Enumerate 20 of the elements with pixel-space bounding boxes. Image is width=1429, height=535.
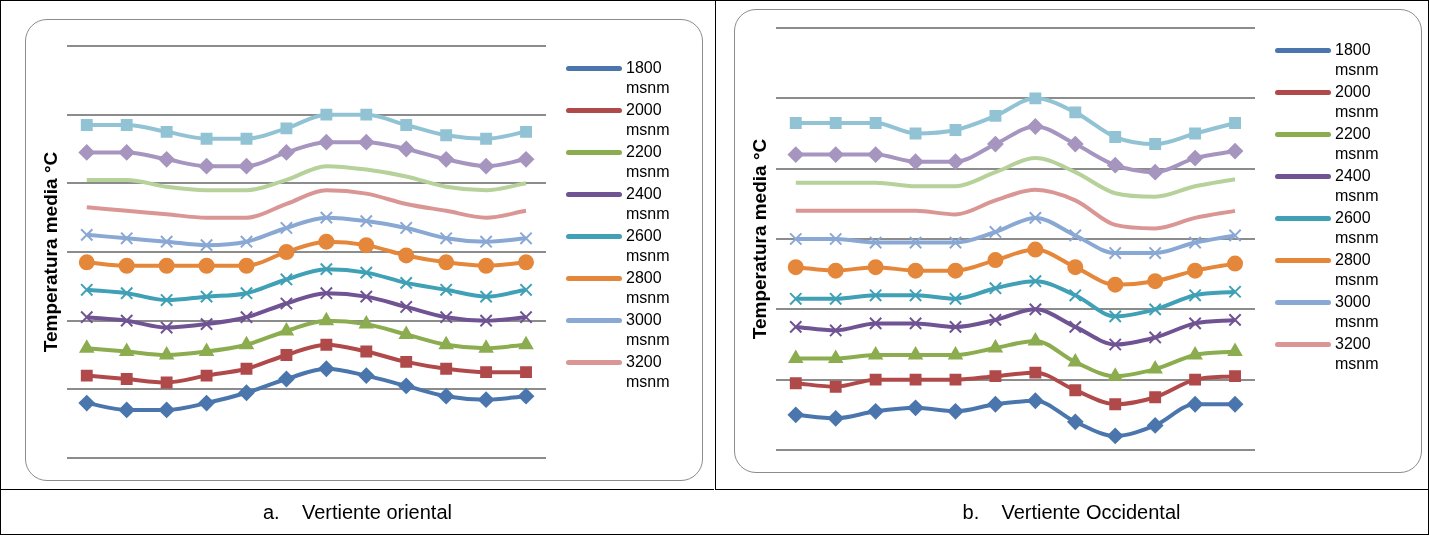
legend-label: 2800 msnm	[626, 268, 671, 308]
legend-label: 3000 msnm	[626, 310, 671, 350]
y-axis-title: Temperatura media °C	[748, 138, 770, 340]
text: a. Vertiente oriental	[262, 499, 453, 525]
legend-label: 2600 msnm	[626, 226, 671, 266]
text: b. Vertiente Occidental	[961, 499, 1182, 525]
legend-label: 2000 msnm	[626, 100, 671, 140]
legend-label: 2200 msnm	[626, 142, 671, 182]
legend-label: 2000 msnm	[1335, 82, 1380, 122]
legend-label: 2800 msnm	[1335, 250, 1380, 290]
legend-label: 2400 msnm	[626, 184, 671, 224]
legend-label: 3200 msnm	[1335, 334, 1380, 374]
y-axis-title: Temperatura media °C	[39, 151, 61, 353]
legend-label: 2600 msnm	[1335, 208, 1380, 248]
legend-label: 3200 msnm	[626, 352, 671, 392]
legend-label: 3000 msnm	[1335, 292, 1380, 332]
legend-label: 2400 msnm	[1335, 166, 1380, 206]
legend-label: 1800 msnm	[626, 58, 671, 98]
legend-label: 1800 msnm	[1335, 40, 1380, 80]
legend-label: 2200 msnm	[1335, 124, 1380, 164]
